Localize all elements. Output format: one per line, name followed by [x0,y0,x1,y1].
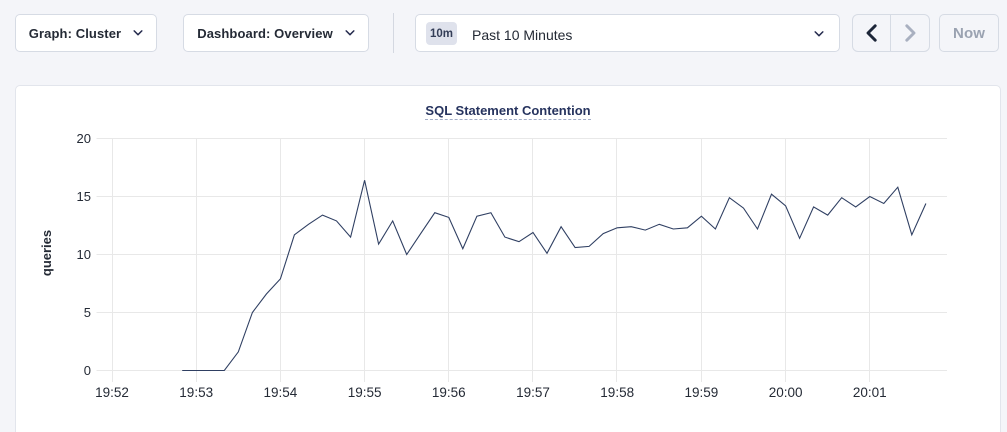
svg-text:19:59: 19:59 [685,385,719,400]
svg-text:0: 0 [84,363,91,378]
svg-text:19:53: 19:53 [179,385,213,400]
svg-text:19:52: 19:52 [95,385,129,400]
svg-text:19:57: 19:57 [516,385,550,400]
svg-text:10: 10 [77,247,91,262]
svg-text:19:58: 19:58 [600,385,634,400]
svg-text:19:55: 19:55 [348,385,382,400]
svg-text:5: 5 [84,305,91,320]
svg-text:20: 20 [77,131,91,146]
svg-text:queries: queries [39,230,54,276]
svg-text:20:01: 20:01 [853,385,887,400]
svg-text:19:56: 19:56 [432,385,466,400]
svg-text:15: 15 [77,189,91,204]
svg-text:20:00: 20:00 [769,385,803,400]
svg-text:19:54: 19:54 [264,385,298,400]
